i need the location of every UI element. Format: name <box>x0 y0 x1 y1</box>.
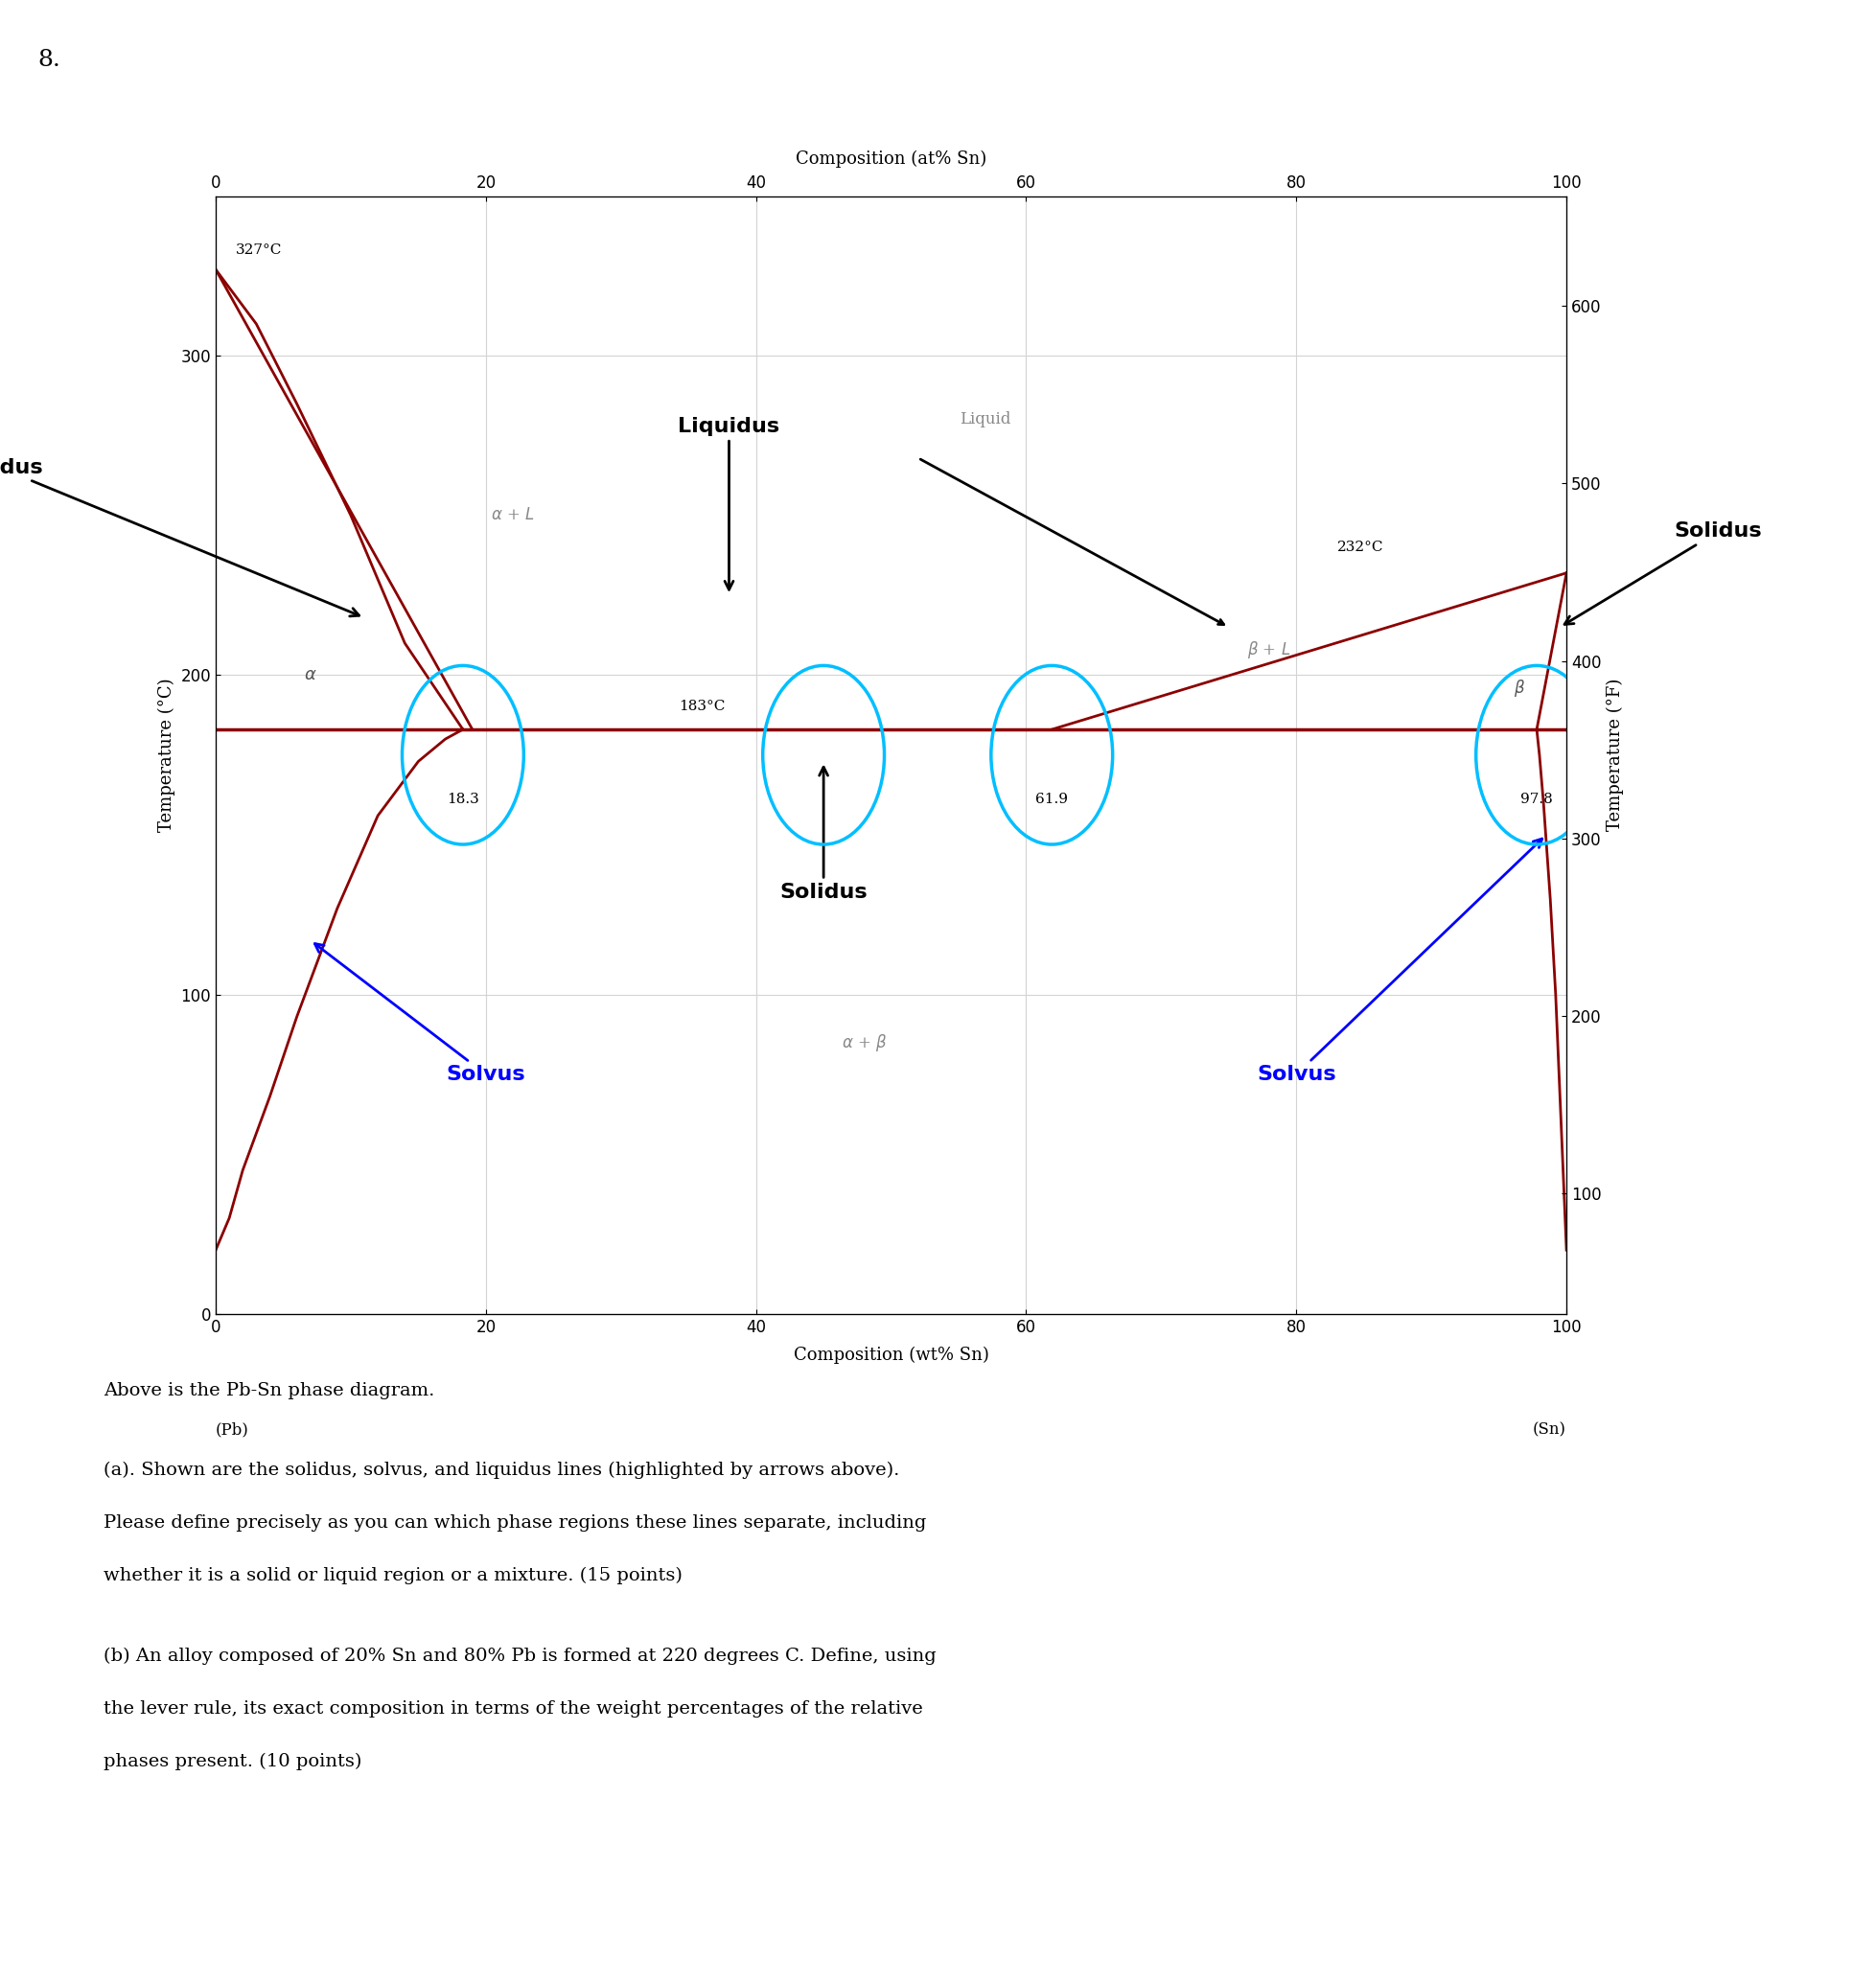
Text: 97.8: 97.8 <box>1521 792 1553 806</box>
Text: Solidus: Solidus <box>0 459 358 616</box>
X-axis label: Composition (at% Sn): Composition (at% Sn) <box>795 149 987 167</box>
Text: Please define precisely as you can which phase regions these lines separate, inc: Please define precisely as you can which… <box>103 1514 927 1532</box>
Text: Liquid: Liquid <box>961 412 1011 427</box>
Text: Above is the Pb-Sn phase diagram.: Above is the Pb-Sn phase diagram. <box>103 1383 433 1400</box>
Text: phases present. (10 points): phases present. (10 points) <box>103 1753 362 1771</box>
Text: $\alpha$: $\alpha$ <box>304 667 317 684</box>
Text: 18.3: 18.3 <box>446 792 478 806</box>
Y-axis label: Temperature (°C): Temperature (°C) <box>158 679 176 831</box>
Text: 232°C: 232°C <box>1338 541 1383 553</box>
Text: (b) An alloy composed of 20% Sn and 80% Pb is formed at 220 degrees C. Define, u: (b) An alloy composed of 20% Sn and 80% … <box>103 1647 936 1665</box>
Text: Solvus: Solvus <box>1257 839 1542 1084</box>
Text: 8.: 8. <box>38 49 60 71</box>
X-axis label: Composition (wt% Sn): Composition (wt% Sn) <box>794 1347 989 1365</box>
Text: the lever rule, its exact composition in terms of the weight percentages of the : the lever rule, its exact composition in… <box>103 1700 923 1718</box>
Text: Liquidus: Liquidus <box>677 416 780 590</box>
Text: whether it is a solid or liquid region or a mixture. (15 points): whether it is a solid or liquid region o… <box>103 1567 683 1584</box>
Text: $\alpha$ + $L$: $\alpha$ + $L$ <box>492 508 535 524</box>
Text: (a). Shown are the solidus, solvus, and liquidus lines (highlighted by arrows ab: (a). Shown are the solidus, solvus, and … <box>103 1461 899 1479</box>
Text: 327°C: 327°C <box>236 243 283 257</box>
Text: 61.9: 61.9 <box>1036 792 1067 806</box>
Text: 183°C: 183°C <box>679 700 726 714</box>
Text: Solvus: Solvus <box>315 943 525 1084</box>
Text: Solidus: Solidus <box>1565 522 1762 624</box>
Text: Solidus: Solidus <box>780 767 867 902</box>
Text: $\alpha$ + $\beta$: $\alpha$ + $\beta$ <box>840 1031 887 1053</box>
Text: (Pb): (Pb) <box>216 1422 250 1437</box>
Text: $\beta$: $\beta$ <box>1514 677 1525 698</box>
Y-axis label: Temperature (°F): Temperature (°F) <box>1606 679 1625 831</box>
Text: $\beta$ + $L$: $\beta$ + $L$ <box>1248 639 1291 661</box>
Text: (Sn): (Sn) <box>1533 1422 1566 1437</box>
